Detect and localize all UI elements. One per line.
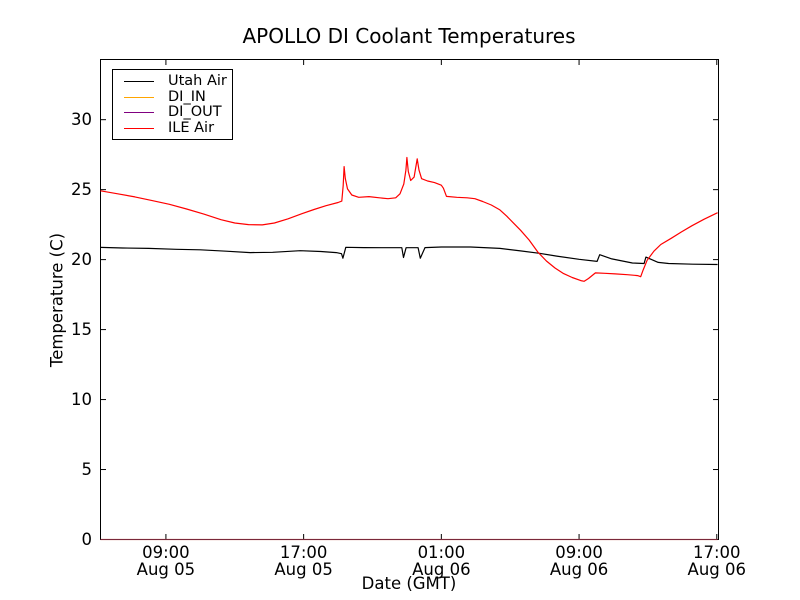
- series-line-ile-air: [100, 156, 718, 282]
- legend-label: ILE Air: [168, 119, 215, 136]
- y-axis-label: Temperature (C): [47, 232, 67, 368]
- legend-item-di-out: DI_OUT: [124, 105, 232, 121]
- legend-label: DI_OUT: [168, 104, 222, 121]
- legend-line-sample-ile-air: [124, 128, 154, 130]
- legend-label: Utah Air: [168, 73, 227, 89]
- legend-item-utah-air: Utah Air: [124, 73, 232, 90]
- y-tick-label: 10: [71, 390, 92, 409]
- x-axis-label: Date (GMT): [361, 574, 457, 593]
- x-tick-label: 09:00 Aug 05: [137, 543, 195, 579]
- legend-line-sample-utah-air: [124, 81, 154, 83]
- series-line-utah-air: [100, 246, 718, 266]
- x-tick-label: 09:00 Aug 06: [550, 543, 608, 579]
- legend-label: DI_IN: [168, 88, 206, 105]
- x-tick-label: 17:00 Aug 06: [688, 543, 746, 579]
- axes-frame: [100, 59, 719, 540]
- x-tick-label: 01:00 Aug 06: [412, 543, 470, 579]
- legend-line-sample-di-out: [124, 112, 154, 114]
- y-tick-label: 0: [82, 530, 93, 549]
- chart-title: APOLLO DI Coolant Temperatures: [242, 24, 576, 48]
- x-tick-label: 17:00 Aug 05: [274, 543, 332, 579]
- legend-item-di-in: DI_IN: [124, 88, 232, 106]
- y-tick-label: 30: [71, 110, 92, 129]
- y-tick-label: 5: [82, 460, 93, 479]
- legend-item-ile-air: ILE Air: [124, 119, 232, 137]
- y-tick-label: 15: [71, 320, 92, 339]
- y-tick-label: 20: [71, 250, 92, 269]
- legend: Utah Air DI_IN DI_OUT ILE Air: [112, 69, 233, 141]
- y-tick-label: 25: [71, 180, 92, 199]
- legend-line-sample-di-in: [124, 96, 154, 98]
